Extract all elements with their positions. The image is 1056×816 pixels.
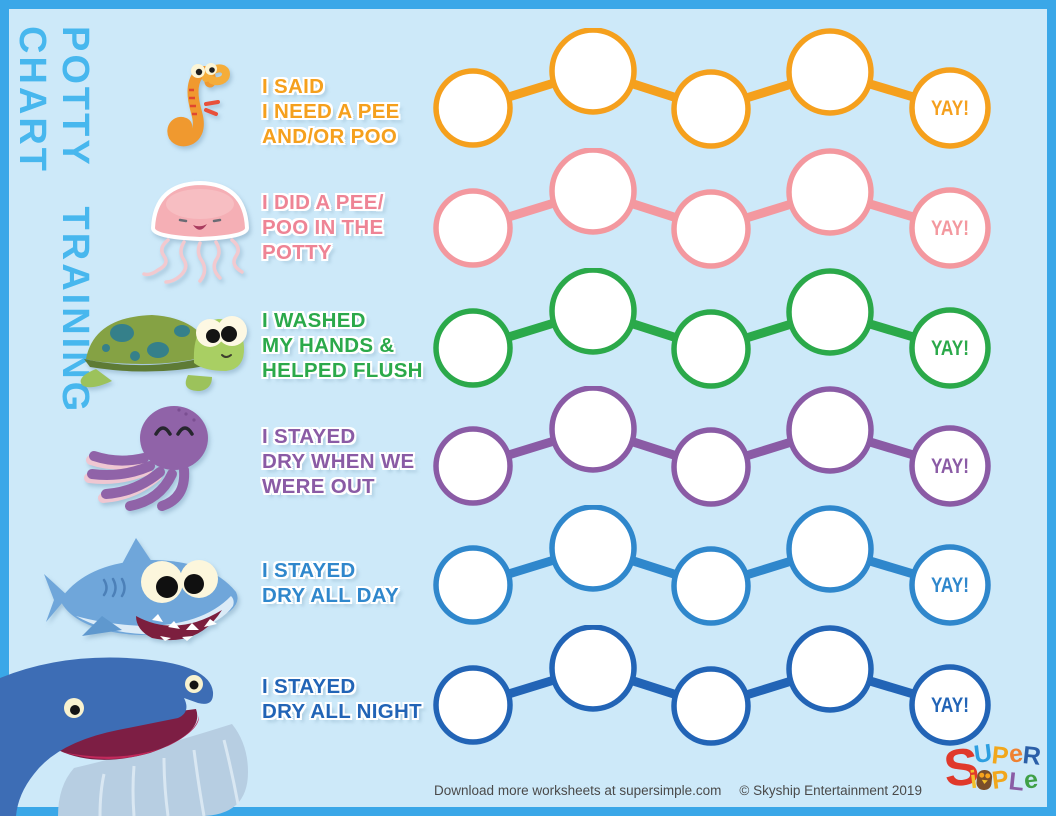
progress-circle[interactable]: [433, 665, 513, 745]
yay-circle[interactable]: [909, 307, 991, 389]
progress-circle[interactable]: [433, 426, 513, 506]
row-task-label-line: I SAID: [262, 75, 325, 98]
yay-circle[interactable]: [909, 544, 991, 626]
yay-label: YAY!: [931, 456, 969, 479]
row-task-label-line: I STAYED: [262, 675, 356, 698]
row-task-label: I STAYED DRY WHEN WE WERE OUT: [262, 424, 437, 499]
sticker-chain: YAY!: [423, 385, 1003, 526]
progress-circle[interactable]: [786, 505, 874, 593]
sticker-chain: YAY!: [423, 27, 1003, 168]
yay-circle[interactable]: [909, 67, 991, 149]
row-task-label-line: DRY WHEN WE: [262, 450, 415, 473]
yay-circle[interactable]: [909, 425, 991, 507]
row-task-label: I SAID I NEED A PEE AND/OR POO: [262, 74, 437, 149]
progress-circle[interactable]: [549, 504, 637, 592]
yay-label: YAY!: [931, 695, 969, 718]
footer-copyright: © Skyship Entertainment 2019: [739, 783, 922, 798]
row-task-label: I STAYED DRY ALL DAY: [262, 558, 437, 608]
jellyfish-icon: [140, 170, 260, 288]
progress-circle[interactable]: [671, 427, 751, 507]
progress-circle[interactable]: [671, 69, 751, 149]
whale-icon: [0, 652, 262, 816]
sticker-chain: YAY!: [423, 147, 1003, 288]
progress-circle[interactable]: [786, 386, 874, 474]
progress-circle[interactable]: [433, 188, 513, 268]
yay-label: YAY!: [931, 575, 969, 598]
progress-circle[interactable]: [671, 309, 751, 389]
row-task-label-line: I WASHED: [262, 309, 366, 332]
progress-circle[interactable]: [549, 385, 637, 473]
yay-circle[interactable]: [909, 187, 991, 269]
progress-circle[interactable]: [549, 624, 637, 712]
row-task-label-line: WERE OUT: [262, 475, 375, 498]
row-task-label: I DID A PEE/POO IN THE POTTY: [262, 190, 437, 265]
footer-download-text: Download more worksheets at supersimple.…: [434, 783, 722, 798]
row-task-label-line: DRY ALL DAY: [262, 584, 399, 607]
row-task-label-line: DRY ALL NIGHT: [262, 700, 422, 723]
row-task-label-line: I NEED A PEE: [262, 100, 400, 123]
row-task-label-line: POO IN THE: [262, 216, 384, 239]
progress-circle[interactable]: [549, 267, 637, 355]
footer: Download more worksheets at supersimple.…: [408, 783, 948, 798]
sticker-chain: YAY!: [423, 504, 1003, 645]
logo-letter: e: [1022, 765, 1040, 795]
octopus-icon: [78, 402, 228, 514]
progress-circle[interactable]: [433, 545, 513, 625]
row-task-label: I WASHED MY HANDS & HELPED FLUSH: [262, 308, 437, 383]
progress-circle[interactable]: [671, 666, 751, 746]
row-task-label-line: HELPED FLUSH: [262, 359, 423, 382]
yay-circle[interactable]: [909, 664, 991, 746]
progress-circle[interactable]: [786, 268, 874, 356]
turtle-icon: [60, 293, 250, 398]
progress-circle[interactable]: [671, 189, 751, 269]
sticker-chain: YAY!: [423, 624, 1003, 765]
seahorse-icon: [160, 58, 240, 158]
yay-label: YAY!: [931, 98, 969, 121]
row-task-label-line: MY HANDS &: [262, 334, 395, 357]
row-task-label-line: AND/OR POO: [262, 125, 398, 148]
progress-circle[interactable]: [671, 546, 751, 626]
yay-label: YAY!: [931, 218, 969, 241]
shark-icon: [42, 530, 257, 665]
progress-circle[interactable]: [786, 625, 874, 713]
row-task-label-line: POTTY: [262, 241, 332, 264]
progress-circle[interactable]: [786, 148, 874, 236]
row-task-label: I STAYED DRY ALL NIGHT: [262, 674, 437, 724]
yay-label: YAY!: [931, 338, 969, 361]
super-simple-logo: S UPeR i PLe: [941, 737, 1048, 812]
progress-circle[interactable]: [433, 68, 513, 148]
row-task-label-line: I STAYED: [262, 559, 356, 582]
row-task-label-line: I DID A PEE/: [262, 191, 384, 214]
progress-circle[interactable]: [786, 28, 874, 116]
progress-circle[interactable]: [549, 147, 637, 235]
row-task-label-line: I STAYED: [262, 425, 356, 448]
progress-circle[interactable]: [433, 308, 513, 388]
sticker-chain: YAY!: [423, 267, 1003, 408]
progress-circle[interactable]: [549, 27, 637, 115]
